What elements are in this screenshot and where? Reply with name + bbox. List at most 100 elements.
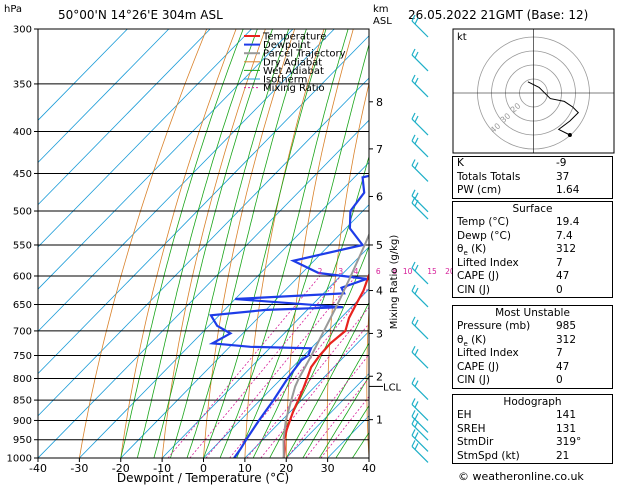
mu-row: θe (K) 312 [453,334,612,348]
wind-barb [411,80,429,98]
mixing-ratio-label: 8 [392,267,397,276]
wind-barb [411,351,429,369]
wind-barb-flag [411,134,416,142]
legend-entry: Mixing Ratio [263,83,325,94]
wind-barb-flag [414,199,419,207]
mu-value: 985 [556,320,577,332]
isotherm-line [38,29,170,164]
dry-adiabat-line [79,29,208,458]
wind-barb-flag [411,345,416,353]
wind-barb-flag [411,196,416,204]
index-row: K -9 [453,157,612,171]
pressure-tick-label: 550 [13,240,32,251]
indices-table: K -9 Totals Totals 37 PW (cm) 1.64 [452,156,613,199]
temperature-tick-label: -20 [112,462,130,475]
wet-adiabat-line [319,375,369,458]
wind-barb-flag [411,440,416,447]
wind-barb [411,165,429,182]
wind-barb [411,383,429,401]
wind-barb-flag [414,264,419,272]
wind-barbs [411,14,429,463]
hodo-label: EH [457,409,472,421]
wind-barb-flag [411,377,416,384]
isotherm-line [38,29,252,248]
pressure-tick-label: 750 [13,351,32,362]
wet-adiabat-line [335,404,369,458]
isotherm-line [38,29,211,206]
theta-symbol: θ [457,333,464,346]
wind-barb-flag [414,77,419,85]
height-tick-label: 8 [376,96,383,109]
isotherm-line [38,77,369,417]
surface-label: Lifted Index [457,256,519,269]
surface-row: CIN (J) 0 [453,284,612,298]
dry-adiabat-line [613,29,629,458]
dewpoint-line [208,174,369,458]
wind-barb-flag [411,398,416,405]
dry-adiabat-line [366,301,369,458]
wind-barb-flag [411,74,416,82]
surface-row: θe (K) 312 [453,243,612,257]
mu-value: 312 [556,333,577,346]
wind-barb-flag [414,192,419,200]
mu-row: Lifted Index 7 [453,347,612,361]
pressure-tick-label: 400 [13,127,32,138]
mixing-ratio-label: 20 [445,267,455,276]
mixing-ratio-label: 4 [354,267,359,276]
pressure-tick-label: 300 [13,25,32,36]
surface-row: Lifted Index 7 [453,257,612,271]
mu-label: CIN (J) [457,374,490,386]
temperature-line [282,272,369,458]
mixing-ratio-label: 15 [427,267,437,276]
theta-unit: (K) [467,243,487,255]
legend-entry: Dry Adiabat [263,57,322,68]
mixing-ratio-line [167,275,321,458]
hodo-row: EH 141 [453,409,612,423]
surface-label: CAPE (J) [457,270,500,282]
wind-barb [411,202,429,220]
datetime-label: 26.05.2022 21GMT (Base: 12) [408,8,589,22]
surface-value: 7.4 [556,229,573,242]
wind-barb-flag [414,115,419,123]
copyright-text: © weatheronline.co.uk [458,470,584,483]
isotherm-line [79,161,369,458]
hodo-row: StmDir 319° [453,436,612,450]
profile-lines [208,174,369,458]
hodograph-unit-label: kt [457,32,467,43]
wind-barb [411,322,429,340]
storm-motion-marker [567,133,572,137]
mu-label: Lifted Index [457,347,519,359]
isotherm-line [38,29,128,121]
hodo-label: SREH [457,422,486,435]
hodo-label: StmDir [457,436,494,448]
wind-barb [411,20,429,38]
index-value: 1.64 [556,184,580,196]
height-tick-label: 7 [376,143,383,156]
mixing-ratio-label: 6 [376,267,381,276]
height-tick-label: 2 [376,370,383,383]
pressure-tick-label: 700 [13,326,32,337]
pressure-tick-label: 1000 [7,454,32,465]
pressure-axis: 300 350 400 450 500 550 600 650 700 750 800 850 900 9… [7,25,38,465]
mu-label: θe (K) [457,334,486,348]
index-label: Totals Totals [457,170,521,183]
mu-row: CIN (J) 0 [453,374,612,388]
dry-adiabat-line [161,29,266,458]
wind-barb-flag [414,319,419,327]
temperature-tick-label: 0 [200,462,207,475]
height-tick-label: 5 [376,239,383,252]
legend-entry: Parcel Trajectory [263,49,346,60]
wind-barb-flag [414,51,419,59]
wind-barb-flag [411,284,416,292]
mixing-ratio-line [246,306,369,458]
wind-barb-flag [414,380,419,387]
lcl-label: LCL [383,382,402,393]
wind-barb-flag [411,410,416,417]
mu-value: 7 [556,347,563,359]
hodo-value: 131 [556,422,577,435]
mu-row: CAPE (J) 47 [453,361,612,375]
index-label: K [457,157,464,169]
